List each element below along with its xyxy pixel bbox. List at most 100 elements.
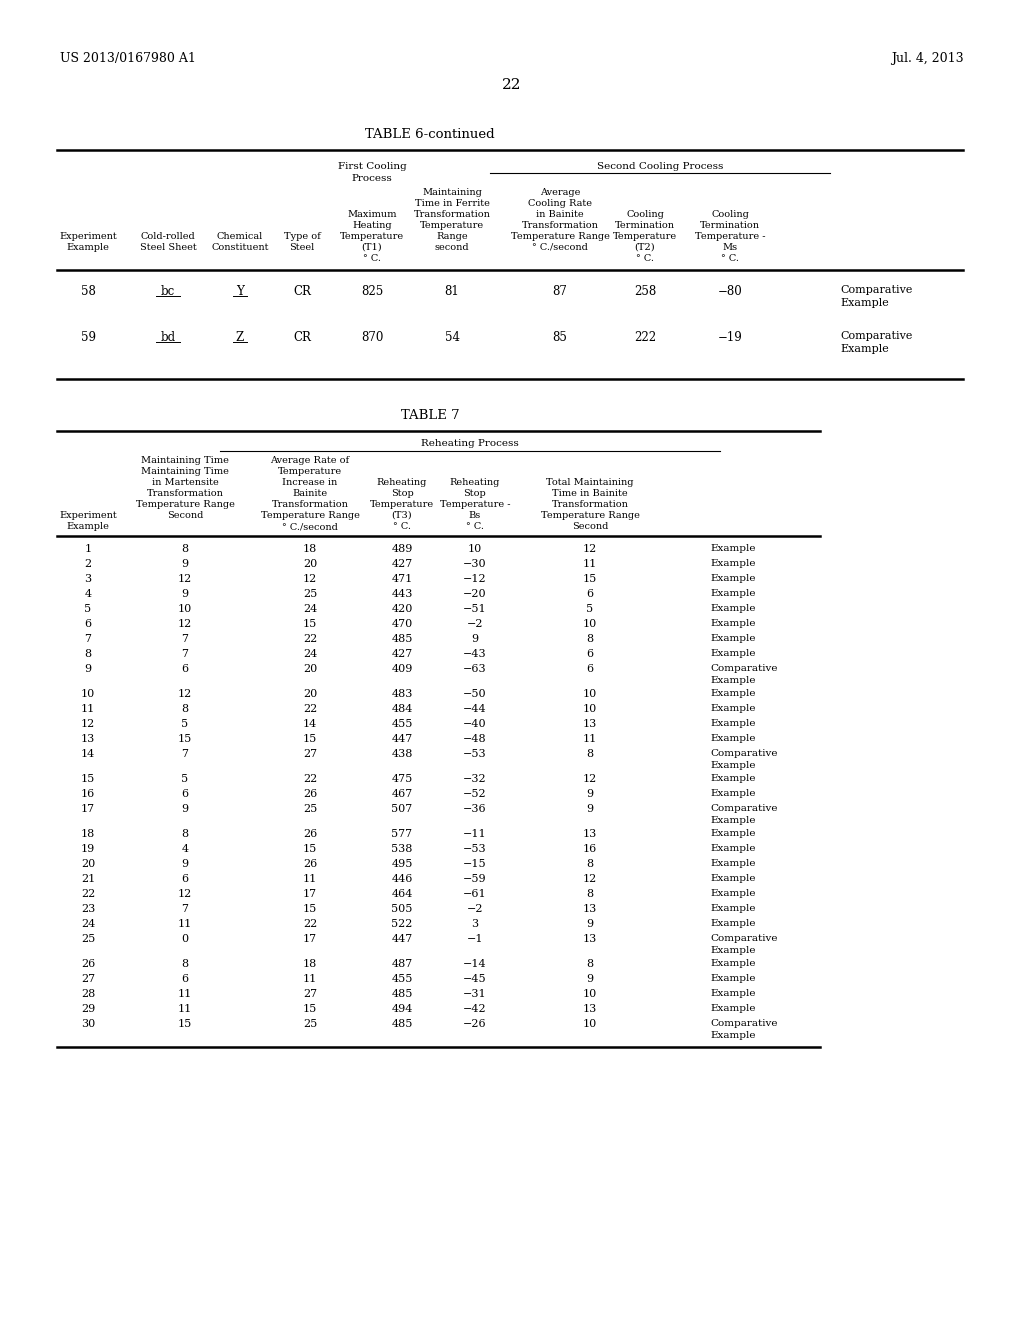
Text: 17: 17 xyxy=(303,935,317,944)
Text: −11: −11 xyxy=(463,829,486,840)
Text: 27: 27 xyxy=(81,974,95,983)
Text: 20: 20 xyxy=(303,664,317,675)
Text: 8: 8 xyxy=(587,748,594,759)
Text: Example: Example xyxy=(710,634,756,643)
Text: Average Rate of: Average Rate of xyxy=(270,455,349,465)
Text: TABLE 7: TABLE 7 xyxy=(400,409,460,422)
Text: 467: 467 xyxy=(391,789,413,799)
Text: Reheating: Reheating xyxy=(377,478,427,487)
Text: ° C.: ° C. xyxy=(721,253,739,263)
Text: Temperature: Temperature xyxy=(420,220,484,230)
Text: Comparative: Comparative xyxy=(710,748,777,758)
Text: 10: 10 xyxy=(178,605,193,614)
Text: Stop: Stop xyxy=(464,488,486,498)
Text: Y: Y xyxy=(237,285,244,298)
Text: 9: 9 xyxy=(84,664,91,675)
Text: Temperature: Temperature xyxy=(340,232,404,242)
Text: 494: 494 xyxy=(391,1005,413,1014)
Text: 26: 26 xyxy=(81,960,95,969)
Text: Transformation: Transformation xyxy=(146,488,223,498)
Text: Steel Sheet: Steel Sheet xyxy=(139,243,197,252)
Text: Type of: Type of xyxy=(284,232,321,242)
Text: Temperature: Temperature xyxy=(613,232,677,242)
Text: 538: 538 xyxy=(391,843,413,854)
Text: 15: 15 xyxy=(303,619,317,630)
Text: Example: Example xyxy=(710,689,756,698)
Text: 13: 13 xyxy=(583,829,597,840)
Text: 12: 12 xyxy=(178,619,193,630)
Text: Cooling: Cooling xyxy=(711,210,749,219)
Text: bd: bd xyxy=(161,331,175,345)
Text: Temperature: Temperature xyxy=(370,500,434,510)
Text: 12: 12 xyxy=(178,689,193,700)
Text: −40: −40 xyxy=(463,719,486,729)
Text: 7: 7 xyxy=(181,748,188,759)
Text: 5: 5 xyxy=(84,605,91,614)
Text: 8: 8 xyxy=(587,634,594,644)
Text: 2: 2 xyxy=(84,558,91,569)
Text: Ms: Ms xyxy=(723,243,737,252)
Text: Maintaining: Maintaining xyxy=(422,187,482,197)
Text: 522: 522 xyxy=(391,919,413,929)
Text: 6: 6 xyxy=(587,649,594,659)
Text: −30: −30 xyxy=(463,558,486,569)
Text: 13: 13 xyxy=(81,734,95,744)
Text: Comparative: Comparative xyxy=(710,935,777,942)
Text: 59: 59 xyxy=(81,331,95,345)
Text: 455: 455 xyxy=(391,974,413,983)
Text: 13: 13 xyxy=(583,1005,597,1014)
Text: (T1): (T1) xyxy=(361,243,382,252)
Text: 8: 8 xyxy=(181,704,188,714)
Text: Transformation: Transformation xyxy=(271,500,348,510)
Text: −1: −1 xyxy=(467,935,483,944)
Text: −50: −50 xyxy=(463,689,486,700)
Text: Cold-rolled: Cold-rolled xyxy=(140,232,196,242)
Text: 81: 81 xyxy=(444,285,460,298)
Text: 20: 20 xyxy=(303,689,317,700)
Text: −42: −42 xyxy=(463,1005,486,1014)
Text: 10: 10 xyxy=(81,689,95,700)
Text: 10: 10 xyxy=(468,544,482,554)
Text: Example: Example xyxy=(710,919,756,928)
Text: 443: 443 xyxy=(391,589,413,599)
Text: 464: 464 xyxy=(391,888,413,899)
Text: −53: −53 xyxy=(463,748,486,759)
Text: Transformation: Transformation xyxy=(521,220,598,230)
Text: Example: Example xyxy=(710,589,756,598)
Text: Second Cooling Process: Second Cooling Process xyxy=(597,162,723,172)
Text: Temperature Range: Temperature Range xyxy=(541,511,639,520)
Text: 470: 470 xyxy=(391,619,413,630)
Text: Time in Ferrite: Time in Ferrite xyxy=(415,199,489,209)
Text: 438: 438 xyxy=(391,748,413,759)
Text: −45: −45 xyxy=(463,974,486,983)
Text: 6: 6 xyxy=(84,619,91,630)
Text: 483: 483 xyxy=(391,689,413,700)
Text: 484: 484 xyxy=(391,704,413,714)
Text: Example: Example xyxy=(710,774,756,783)
Text: −48: −48 xyxy=(463,734,486,744)
Text: Temperature Range: Temperature Range xyxy=(260,511,359,520)
Text: Second: Second xyxy=(571,521,608,531)
Text: 409: 409 xyxy=(391,664,413,675)
Text: Increase in: Increase in xyxy=(283,478,338,487)
Text: 9: 9 xyxy=(181,859,188,869)
Text: 23: 23 xyxy=(81,904,95,913)
Text: 446: 446 xyxy=(391,874,413,884)
Text: Example: Example xyxy=(710,904,756,913)
Text: 13: 13 xyxy=(583,719,597,729)
Text: 54: 54 xyxy=(444,331,460,345)
Text: 15: 15 xyxy=(583,574,597,583)
Text: Reheating Process: Reheating Process xyxy=(421,440,519,447)
Text: 18: 18 xyxy=(303,960,317,969)
Text: 12: 12 xyxy=(178,574,193,583)
Text: Transformation: Transformation xyxy=(552,500,629,510)
Text: Example: Example xyxy=(710,859,756,869)
Text: 15: 15 xyxy=(81,774,95,784)
Text: 0: 0 xyxy=(181,935,188,944)
Text: Z: Z xyxy=(236,331,244,345)
Text: Total Maintaining: Total Maintaining xyxy=(546,478,634,487)
Text: 5: 5 xyxy=(587,605,594,614)
Text: 18: 18 xyxy=(81,829,95,840)
Text: Experiment: Experiment xyxy=(59,232,117,242)
Text: 24: 24 xyxy=(81,919,95,929)
